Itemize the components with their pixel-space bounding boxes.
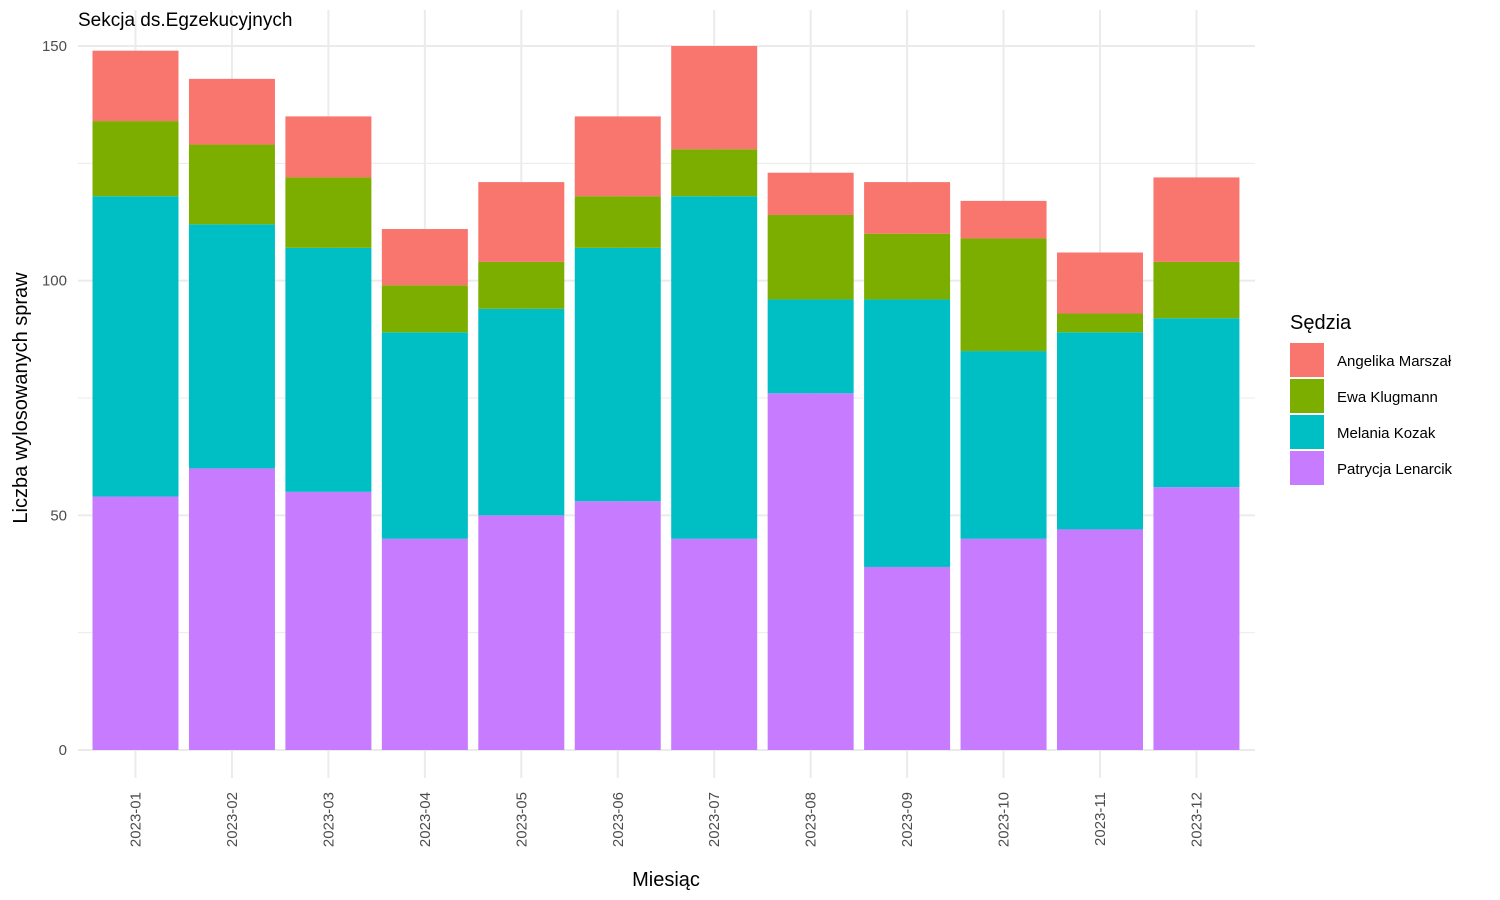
y-tick-label: 150 <box>42 38 67 55</box>
bar-segment <box>767 172 854 215</box>
bar-segment <box>864 182 951 234</box>
bar-segment <box>381 332 468 539</box>
bar-segment <box>1057 252 1143 314</box>
bar-segment <box>574 196 661 248</box>
bar-segment <box>960 200 1047 239</box>
bar-segment <box>960 238 1047 352</box>
bar-segment <box>381 538 468 750</box>
bar-segment <box>1057 529 1143 750</box>
legend-label: Angelika Marszał <box>1337 353 1452 370</box>
bar-segment <box>381 285 468 333</box>
bar-segment <box>92 121 179 197</box>
bar-segment <box>574 116 661 197</box>
x-tick-label: 2023-01 <box>128 792 145 847</box>
y-axis-title: Liczba wylosowanych spraw <box>10 272 32 524</box>
legend-label: Melania Kozak <box>1337 425 1436 442</box>
bar-segment <box>285 177 372 248</box>
y-axis-ticks: 0 50 100 150 <box>42 38 67 759</box>
y-tick-label: 100 <box>42 273 67 290</box>
x-tick-label: 2023-10 <box>996 792 1013 847</box>
bar-segment <box>1153 487 1240 750</box>
x-tick-label: 2023-12 <box>1188 792 1205 847</box>
x-tick-label: 2023-11 <box>1092 792 1109 846</box>
bar-segment <box>960 351 1047 539</box>
bar-segment <box>767 214 854 300</box>
legend-swatch <box>1290 379 1324 413</box>
y-tick-label: 0 <box>59 742 67 759</box>
x-tick-label: 2023-05 <box>513 792 530 847</box>
bar-segment <box>188 224 275 469</box>
bar-segment <box>188 78 275 145</box>
legend-swatch <box>1290 343 1324 377</box>
x-tick-label: 2023-08 <box>803 792 820 847</box>
bar-segment <box>864 299 951 567</box>
bar-segment <box>1057 332 1143 530</box>
bar-segment <box>574 501 661 750</box>
bar-segment <box>574 247 661 502</box>
bar-segment <box>1057 313 1143 333</box>
bar-segment <box>1153 177 1240 262</box>
bar-segment <box>478 182 565 262</box>
bar-segment <box>188 144 275 225</box>
legend-swatch <box>1290 451 1324 485</box>
bar-segment <box>478 308 565 516</box>
y-tick-label: 50 <box>50 507 67 524</box>
chart-title: Sekcja ds.Egzekucyjnych <box>78 10 292 31</box>
bar-segment <box>960 538 1047 750</box>
bar-segment <box>671 149 758 197</box>
bar-segment <box>478 515 565 750</box>
bar-segment <box>864 566 951 750</box>
bar-segment <box>92 496 179 750</box>
x-tick-label: 2023-03 <box>320 792 337 847</box>
bar-segment <box>92 196 179 497</box>
bar-segment <box>478 261 565 309</box>
bar-segment <box>671 538 758 750</box>
legend-label: Ewa Klugmann <box>1337 389 1438 406</box>
bar-segment <box>671 196 758 539</box>
x-tick-label: 2023-02 <box>224 792 241 847</box>
bars <box>92 46 1240 750</box>
bar-segment <box>671 46 758 150</box>
legend-swatch <box>1290 415 1324 449</box>
legend: Sędzia Angelika Marszał Ewa Klugmann Melan… <box>1290 312 1453 485</box>
bar-segment <box>381 229 468 286</box>
bar-segment <box>864 233 951 300</box>
bar-segment <box>767 393 854 750</box>
bar-segment <box>767 299 854 394</box>
x-tick-label: 2023-04 <box>417 792 434 847</box>
legend-label: Patrycja Lenarcik <box>1337 461 1453 478</box>
bar-segment <box>92 50 179 122</box>
x-axis-ticks: 2023-01 2023-02 2023-03 2023-04 2023-05 2023-… <box>128 792 1206 847</box>
x-axis-title: Miesiąc <box>632 869 700 891</box>
legend-title: Sędzia <box>1290 312 1352 334</box>
x-tick-label: 2023-06 <box>610 792 627 847</box>
x-tick-label: 2023-09 <box>899 792 916 847</box>
bar-segment <box>1153 261 1240 319</box>
bar-segment <box>285 491 372 750</box>
bar-segment <box>188 468 275 750</box>
bar-segment <box>285 116 372 178</box>
bar-segment <box>285 247 372 492</box>
bar-segment <box>1153 318 1240 488</box>
x-tick-label: 2023-07 <box>706 792 723 847</box>
